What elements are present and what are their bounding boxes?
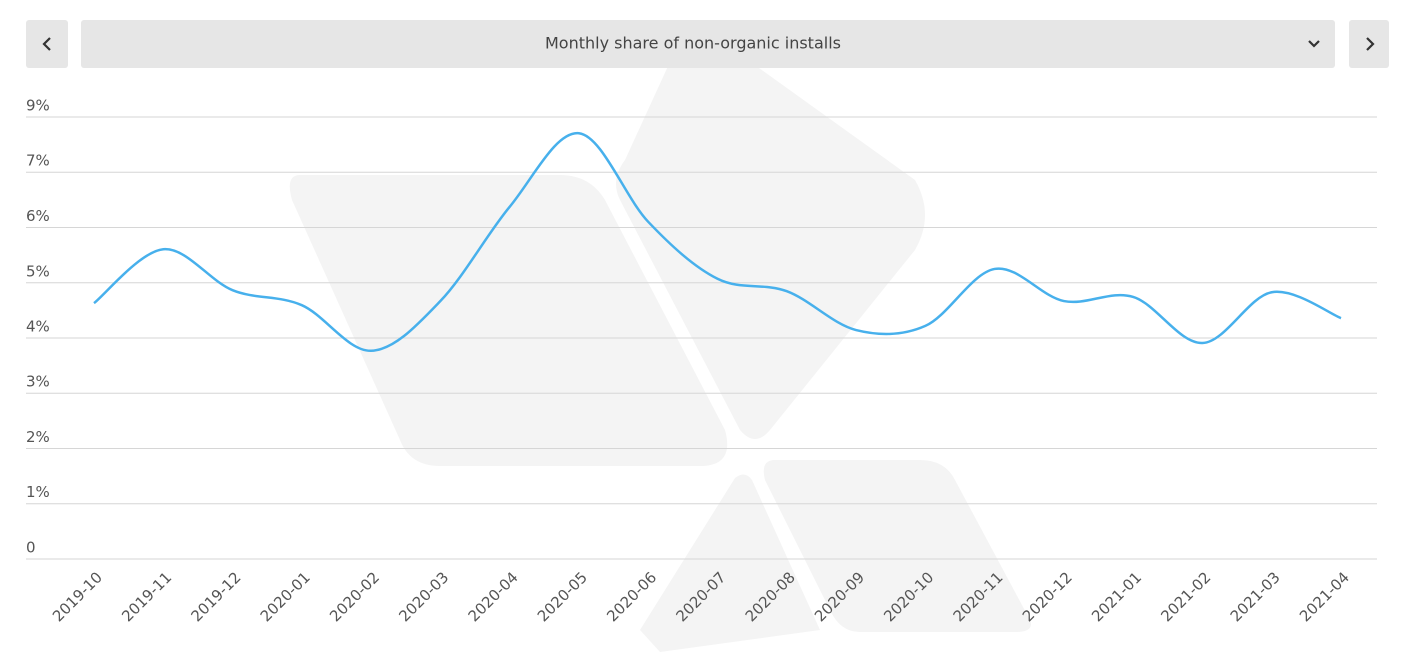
chart-title: Monthly share of non-organic installs xyxy=(545,34,841,53)
x-tick-label: 2020-12 xyxy=(1019,568,1076,625)
y-tick-label: 3% xyxy=(26,373,50,391)
prev-button-bg[interactable] xyxy=(26,20,68,68)
x-tick-label: 2019-10 xyxy=(49,568,106,625)
y-tick-label: 4% xyxy=(26,317,50,335)
y-tick-label: 1% xyxy=(26,483,50,501)
next-button[interactable] xyxy=(1349,20,1389,68)
x-tick-label: 2020-03 xyxy=(395,568,452,625)
next-button-bg[interactable] xyxy=(1349,20,1389,68)
y-tick-label: 7% xyxy=(26,152,50,170)
prev-button[interactable] xyxy=(26,20,68,68)
line xyxy=(93,131,1342,353)
x-tick-label: 2021-01 xyxy=(1088,568,1145,625)
next-icon xyxy=(1366,37,1375,51)
dropdown-icon xyxy=(1308,40,1320,48)
select-bg[interactable] xyxy=(81,20,1335,68)
x-tick-label: 2021-04 xyxy=(1296,568,1353,625)
y-tick-label: 5% xyxy=(26,262,50,280)
prev-icon xyxy=(42,37,51,51)
y-tick-label: 2% xyxy=(26,428,50,446)
x-tick-label: 2020-02 xyxy=(326,568,383,625)
x-tick-label: 2021-02 xyxy=(1157,568,1214,625)
x-tick-label: 2019-12 xyxy=(188,568,245,625)
y-tick-label: 9% xyxy=(26,97,50,115)
x-tick-label: 2019-11 xyxy=(118,568,175,625)
y-tick-label: 0 xyxy=(26,539,36,557)
y-tick-label: 6% xyxy=(26,207,50,225)
x-tick-label: 2020-04 xyxy=(465,568,522,625)
chart-select[interactable]: Monthly share of non-organic installs xyxy=(81,20,1335,68)
x-tick-label: 2021-03 xyxy=(1227,568,1284,625)
x-tick-label: 2020-01 xyxy=(257,568,314,625)
x-tick-label: 2020-05 xyxy=(534,568,591,625)
